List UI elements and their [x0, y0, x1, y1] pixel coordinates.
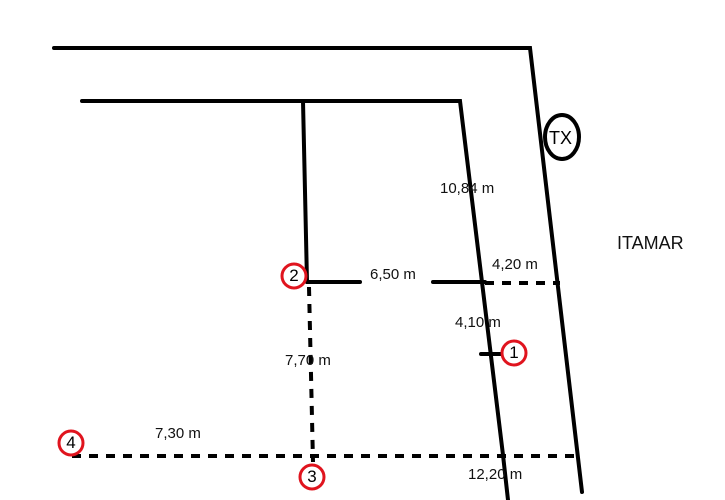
measure-12-20: 12,20 m [468, 466, 523, 483]
measure-4-10: 4,10 m [455, 314, 501, 331]
measure-7-70: 7,70 m [285, 352, 331, 369]
point-4-label: 4 [66, 433, 76, 452]
point-3-label: 3 [307, 467, 317, 486]
tx-marker-ring [543, 113, 581, 161]
measure-10-84: 10,84 m [440, 180, 495, 197]
point-2-label: 2 [289, 266, 299, 285]
point-1-ring [500, 339, 528, 367]
dashed-7-70 [307, 286, 315, 463]
outer-boundary-line [52, 46, 584, 494]
street-name: ITAMAR [617, 233, 684, 253]
point-3-ring [298, 463, 326, 491]
measure-6-50: 6,50 m [370, 266, 416, 283]
inner-boundary-line [80, 99, 505, 457]
lower-continuation [501, 453, 510, 500]
point-4-ring [57, 429, 85, 457]
point-1-label: 1 [509, 343, 519, 362]
point-2-ring [280, 262, 308, 290]
wall-to-point-2 [301, 99, 309, 284]
measure-4-20: 4,20 m [492, 256, 538, 273]
measure-7-30: 7,30 m [155, 425, 201, 442]
tx-label: TX [549, 128, 573, 148]
